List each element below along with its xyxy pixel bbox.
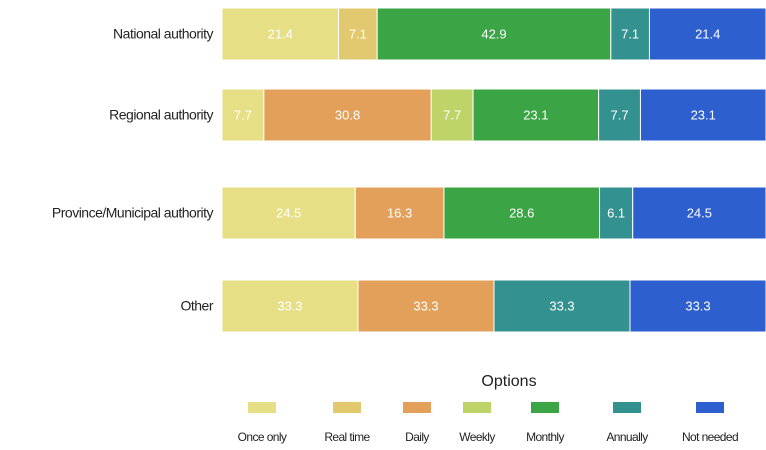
value-label: 33.3 [277, 298, 302, 313]
value-label: 16.3 [387, 205, 412, 220]
legend-swatch [531, 402, 559, 413]
bar-segment [632, 186, 766, 240]
legend-label: Once only [238, 430, 287, 444]
value-label: 33.3 [549, 298, 574, 313]
value-label: 24.5 [276, 205, 301, 220]
value-label: 21.4 [695, 26, 720, 41]
bar-segment [493, 279, 631, 333]
value-label: 33.3 [685, 298, 710, 313]
legend-swatch [248, 402, 276, 413]
category-label: Province/Municipal authority [52, 205, 214, 221]
bar-segment [221, 279, 359, 333]
value-label: 23.1 [523, 107, 548, 122]
value-label: 21.4 [268, 26, 293, 41]
bar-segment [629, 279, 766, 333]
legend-label: Daily [405, 430, 429, 444]
bar-segment [338, 7, 378, 61]
bar-segment [376, 7, 612, 61]
legend-title: Options [481, 373, 536, 390]
value-label: 28.6 [509, 205, 534, 220]
bar-segment [354, 186, 445, 240]
bar-segment [599, 186, 634, 240]
value-label: 7.7 [443, 107, 461, 122]
bar-segment [639, 88, 766, 142]
category-label: Other [180, 298, 213, 314]
legend-label: Real time [324, 430, 370, 444]
value-label: 7.1 [621, 26, 639, 41]
value-label: 23.1 [691, 107, 716, 122]
legend-swatch [333, 402, 361, 413]
value-label: 24.5 [687, 205, 712, 220]
bar-segment [357, 279, 495, 333]
legend-label: Not needed [682, 430, 738, 444]
value-label: 7.7 [610, 107, 628, 122]
category-label: National authority [113, 26, 213, 42]
value-label: 33.3 [413, 298, 438, 313]
value-label: 6.1 [607, 205, 625, 220]
value-label: 7.1 [349, 26, 367, 41]
value-label: 42.9 [481, 26, 506, 41]
legend-swatch [696, 402, 724, 413]
bar-segment [263, 88, 432, 142]
bar-segment [221, 7, 340, 61]
value-label: 7.7 [234, 107, 252, 122]
legend-swatch [403, 402, 431, 413]
bar-segment [648, 7, 766, 61]
legend-swatch [463, 402, 491, 413]
category-label: Regional authority [109, 107, 213, 123]
bar-segment [443, 186, 601, 240]
bar-segment [598, 88, 641, 142]
legend-label: Annually [606, 430, 648, 444]
value-label: 30.8 [335, 107, 360, 122]
legend-swatch [613, 402, 641, 413]
legend-label: Monthly [526, 430, 564, 444]
legend-label: Weekly [459, 430, 495, 444]
